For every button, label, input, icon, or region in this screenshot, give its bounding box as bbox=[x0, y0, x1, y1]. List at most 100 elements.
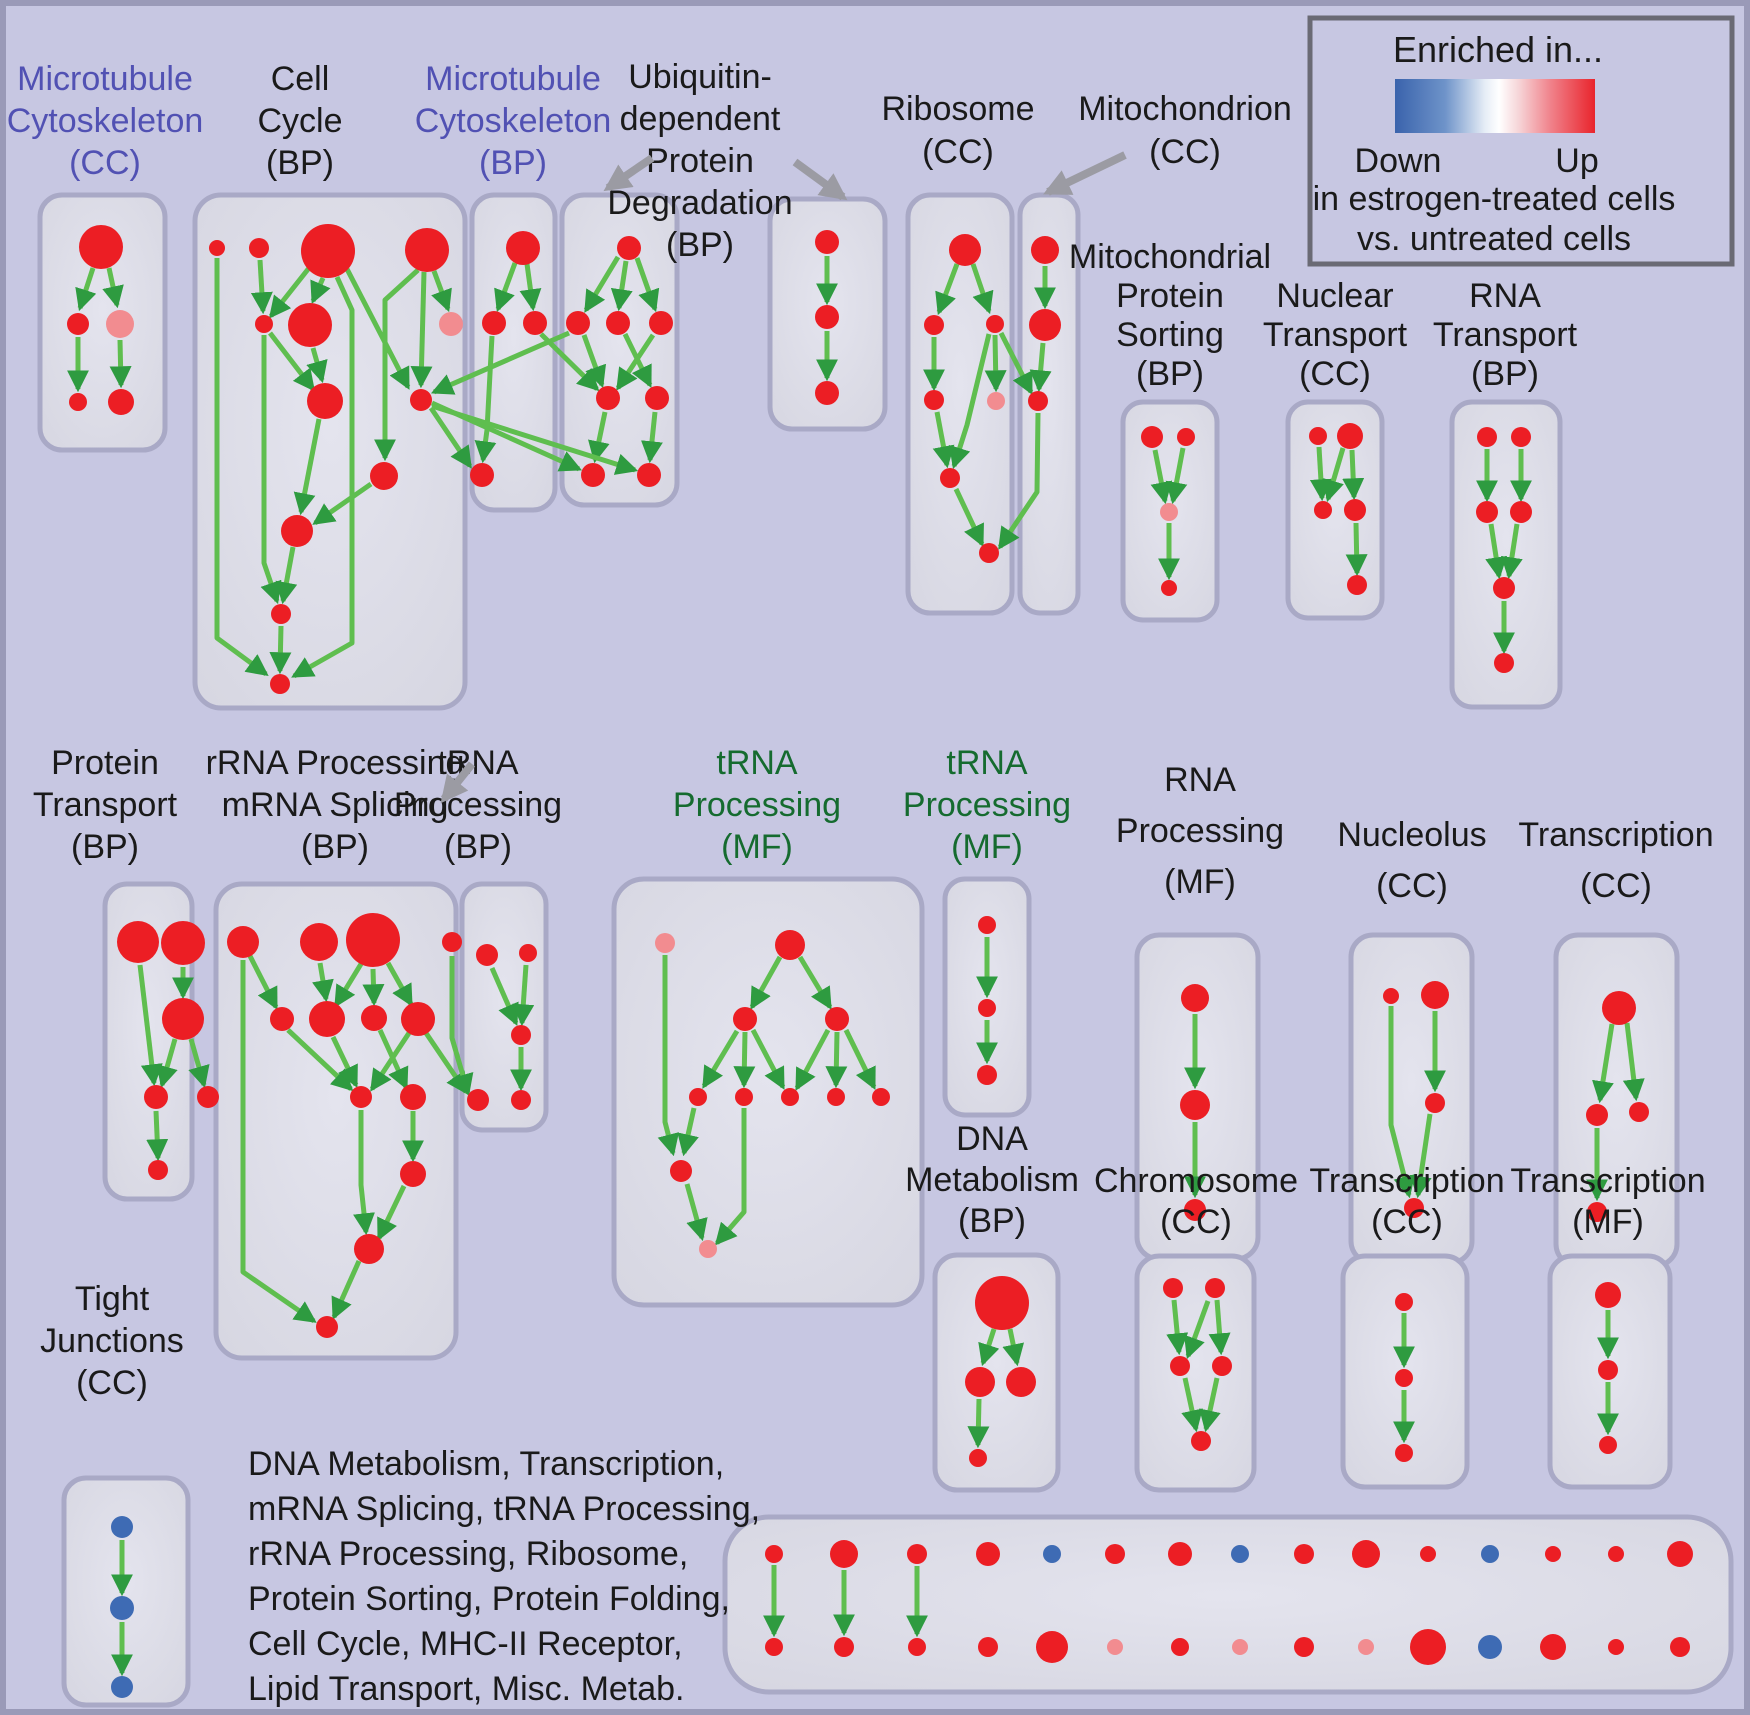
go-term-node-pink bbox=[1160, 503, 1178, 521]
cluster-label-mitochondrion-cc: Mitochondrion bbox=[1078, 90, 1292, 128]
go-term-node-red bbox=[1028, 391, 1048, 411]
go-term-node-red bbox=[1510, 501, 1532, 523]
edge-arrow-nucleolus-cc bbox=[1388, 1006, 1415, 1199]
edge-arrow-nuclear-transport-cc bbox=[1322, 447, 1346, 503]
cluster-label-trna-processing-bp: (BP) bbox=[444, 828, 512, 866]
go-term-node-red bbox=[649, 311, 673, 335]
go-term-node-red bbox=[1540, 1634, 1566, 1660]
cluster-label-rna-transport-bp: RNA bbox=[1469, 277, 1541, 315]
edge-arrow-rna-transport-bp bbox=[1485, 523, 1508, 580]
go-term-node-red bbox=[405, 228, 449, 272]
go-term-node-red bbox=[815, 230, 839, 254]
misc-terms-text-line: mRNA Splicing, tRNA Processing, bbox=[248, 1490, 760, 1528]
legend-down-label: Down bbox=[1355, 142, 1442, 180]
go-term-node-red bbox=[566, 311, 590, 335]
misc-terms-text-line: Protein Sorting, Protein Folding, bbox=[248, 1580, 730, 1618]
go-term-node-pink bbox=[655, 933, 675, 953]
go-term-node-red bbox=[1309, 427, 1327, 445]
go-term-node-red bbox=[1602, 991, 1636, 1025]
go-term-node-red bbox=[307, 383, 343, 419]
edge-arrow-chromosome-cc bbox=[1208, 1299, 1231, 1356]
cluster-label-rna-processing-mf: Processing bbox=[1116, 812, 1284, 850]
go-term-node-red bbox=[872, 1088, 890, 1106]
label-pointer-arrow bbox=[440, 761, 476, 804]
go-term-node-red bbox=[1180, 1090, 1210, 1120]
go-term-node-red bbox=[1629, 1102, 1649, 1122]
edge-arrow-transcription-cc-1 bbox=[1622, 1022, 1645, 1102]
cluster-label-transcription-cc-2: (CC) bbox=[1371, 1203, 1443, 1241]
edge-arrow-trna-processing-bp bbox=[489, 967, 519, 1027]
edge-arrow-cell-cycle-bp bbox=[275, 546, 298, 605]
edge-arrow-trna-processing-mf-1 bbox=[825, 1031, 848, 1089]
go-term-node-red bbox=[765, 1545, 783, 1563]
cluster-label-tight-junctions-cc: Tight bbox=[75, 1280, 150, 1318]
go-term-node-red bbox=[1161, 580, 1177, 596]
edge-arrow-trna-processing-mf-1 bbox=[714, 1108, 747, 1246]
go-term-node-red bbox=[69, 393, 87, 411]
legend-subtitle-line2: vs. untreated cells bbox=[1357, 220, 1631, 258]
go-term-node-red bbox=[908, 1638, 926, 1656]
go-term-node-red bbox=[827, 1088, 845, 1106]
cluster-label-microtubule-cytoskeleton-cc: (CC) bbox=[69, 144, 141, 182]
pointer-arrows-layer bbox=[440, 151, 1127, 804]
edge-arrow-nuclear-transport-cc bbox=[1309, 446, 1332, 502]
label-pointer-arrow bbox=[792, 158, 848, 201]
cluster-label-rna-processing-mf: RNA bbox=[1164, 761, 1236, 799]
go-term-node-red bbox=[316, 1316, 338, 1338]
go-term-node-red bbox=[775, 930, 805, 960]
go-term-node-red bbox=[1163, 1278, 1183, 1298]
edge-arrow-rrna-processing-mrna-splicing-bp bbox=[240, 960, 317, 1324]
go-term-node-red bbox=[354, 1234, 384, 1264]
cluster-label-microtubule-cytoskeleton-bp: (BP) bbox=[479, 144, 547, 182]
go-term-node-red bbox=[815, 381, 839, 405]
go-term-node-red bbox=[1184, 1199, 1206, 1221]
cluster-label-trna-processing-bp: Processing bbox=[394, 786, 562, 824]
edge-arrow-trna-processing-mf-1 bbox=[794, 1028, 831, 1091]
cluster-label-ubiquitin-dependent-protein-degradation-bp: Ubiquitin- bbox=[628, 58, 772, 96]
go-term-node-red bbox=[581, 463, 605, 487]
cross-cluster-edge-arrow bbox=[449, 956, 474, 1097]
go-term-node-red bbox=[1421, 981, 1449, 1009]
go-term-node-red bbox=[523, 311, 547, 335]
go-term-node-red bbox=[400, 1161, 426, 1187]
edge-arrow-ubiquitin-dependent-protein-degradation-bp bbox=[615, 333, 656, 391]
go-term-node-red bbox=[442, 932, 462, 952]
go-term-node-blue bbox=[1478, 1635, 1502, 1659]
edge-arrow-microtubule-cytoskeleton-bp bbox=[494, 262, 518, 313]
edge-arrow-rrna-processing-mrna-splicing-bp bbox=[376, 1184, 407, 1241]
edge-arrow-protein-transport-bp bbox=[137, 964, 163, 1087]
go-term-node-pink bbox=[1232, 1639, 1248, 1655]
go-term-node-red bbox=[227, 926, 259, 958]
go-term-node-red bbox=[301, 224, 355, 278]
go-term-node-red bbox=[617, 236, 641, 260]
go-term-node-red bbox=[949, 234, 981, 266]
go-term-node-red bbox=[1511, 427, 1531, 447]
edge-arrow-microtubule-cytoskeleton-cc bbox=[102, 267, 124, 309]
go-term-node-red bbox=[470, 463, 494, 487]
go-term-node-red bbox=[482, 311, 506, 335]
go-term-node-red bbox=[1420, 1546, 1436, 1562]
cluster-label-nucleolus-cc: (CC) bbox=[1376, 867, 1448, 905]
cluster-label-ribosome-cc: (CC) bbox=[922, 133, 994, 171]
go-term-node-red bbox=[670, 1160, 692, 1182]
go-term-node-red bbox=[1670, 1637, 1690, 1657]
go-term-node-red bbox=[645, 386, 669, 410]
go-term-node-red bbox=[270, 674, 290, 694]
legend-title: Enriched in... bbox=[1393, 29, 1603, 70]
edge-arrow-ubiquitin-dependent-protein-degradation-bp bbox=[640, 411, 663, 464]
go-term-node-red bbox=[986, 315, 1004, 333]
edge-arrow-nuclear-transport-cc bbox=[1345, 522, 1368, 577]
go-term-node-red bbox=[1595, 1282, 1621, 1308]
cluster-label-rrna-processing-mrna-splicing-bp: mRNA Splicing bbox=[222, 786, 449, 824]
edge-arrow-dna-metabolism-bp bbox=[978, 1328, 1000, 1367]
go-term-node-pink bbox=[987, 392, 1005, 410]
cluster-label-dna-metabolism-bp: DNA bbox=[956, 1120, 1028, 1158]
cluster-label-protein-transport-bp: Transport bbox=[33, 786, 178, 824]
edge-arrow-protein-transport-bp bbox=[156, 1038, 178, 1089]
cluster-box-nuclear-transport-cc bbox=[1285, 399, 1385, 621]
go-term-node-red bbox=[1476, 501, 1498, 523]
go-term-node-red bbox=[979, 543, 999, 563]
go-term-node-red bbox=[1493, 577, 1515, 599]
cluster-box-misc-pairs-box bbox=[722, 1514, 1734, 1695]
